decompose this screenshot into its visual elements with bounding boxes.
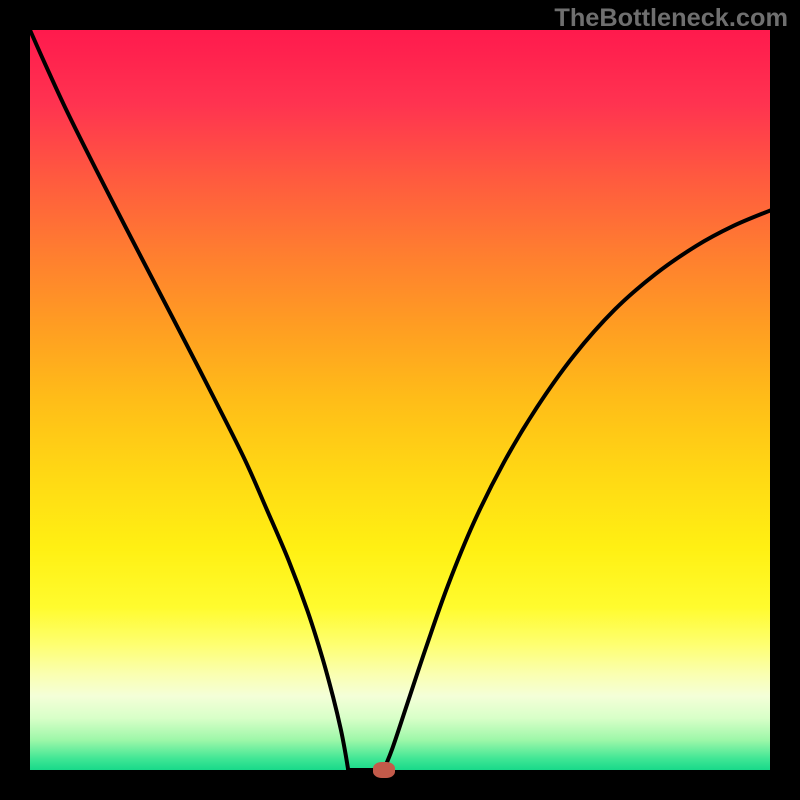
optimal-point-marker bbox=[373, 762, 395, 778]
plot-area bbox=[30, 30, 770, 770]
bottleneck-chart: TheBottleneck.com bbox=[0, 0, 800, 800]
curve-layer bbox=[30, 30, 770, 770]
watermark-text: TheBottleneck.com bbox=[554, 4, 788, 33]
